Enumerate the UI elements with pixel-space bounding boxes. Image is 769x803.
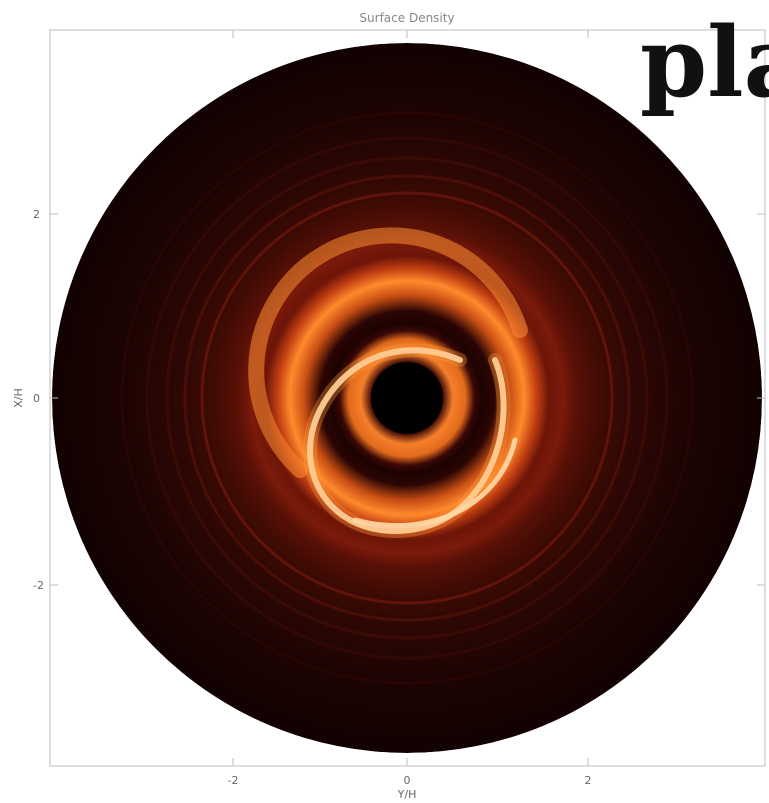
overlay-word: pla [640, 6, 769, 119]
x-tick-label: 2 [585, 774, 592, 787]
outer-spiral-arm [248, 227, 528, 478]
ripple-ring [120, 111, 694, 685]
x-axis-label: Y/H [397, 788, 417, 801]
y-tick-label: 2 [33, 208, 40, 221]
inner-spiral-arm [307, 347, 507, 534]
y-axis [50, 213, 765, 586]
inner-spiral-glow [303, 343, 511, 538]
ripple-ring [200, 191, 614, 605]
x-axis [232, 30, 589, 766]
x-tick-label: -2 [228, 774, 239, 787]
y-tick-label: -2 [33, 579, 44, 592]
outer-arm-bright [352, 437, 518, 529]
ripple-ring [165, 156, 649, 640]
chart-title: Surface Density [359, 11, 454, 25]
ripple-ring [183, 174, 631, 622]
inner-hole [371, 362, 443, 434]
disk-group [52, 43, 762, 753]
y-tick-label: 0 [33, 392, 40, 405]
y-axis-label: X/H [12, 388, 25, 408]
ripple-ring [145, 136, 669, 660]
x-tick-label: 0 [404, 774, 411, 787]
